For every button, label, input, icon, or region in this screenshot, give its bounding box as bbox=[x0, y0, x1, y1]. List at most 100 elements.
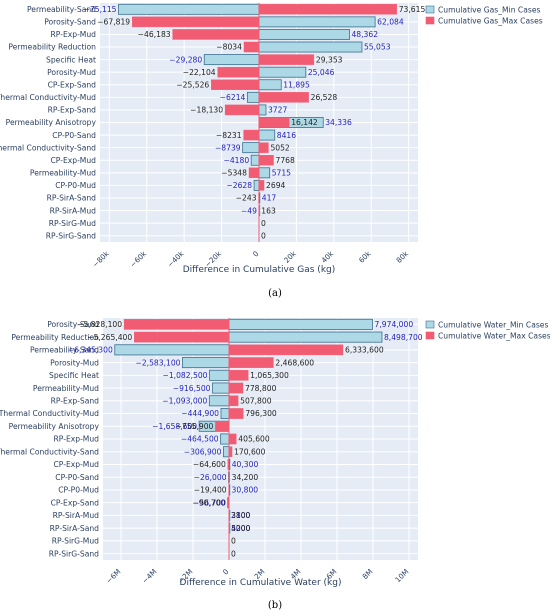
value-label-max: 3800 bbox=[231, 511, 250, 520]
bar-max-b bbox=[215, 420, 230, 432]
bar-max-a bbox=[258, 117, 290, 128]
x-tick-label: 10M bbox=[393, 567, 410, 584]
bar-min-a bbox=[203, 54, 260, 66]
chart-panel-a: −80k −60k −40k −20k 0 20k 40k 60k 80kPermeabilit… bbox=[0, 3, 543, 299]
category-label: RP-Exp-Mud bbox=[54, 435, 100, 444]
x-tick-label: −80k bbox=[91, 248, 112, 269]
bar-max-a bbox=[258, 180, 265, 191]
bar-min-a bbox=[258, 29, 350, 40]
category-label: Permeability Reduction bbox=[11, 333, 99, 342]
bar-min-b bbox=[228, 318, 373, 330]
category-label: Porosity-Mud bbox=[47, 68, 96, 77]
bar-max-b bbox=[228, 433, 237, 445]
category-label: Permeability Anisotropy bbox=[9, 422, 100, 431]
value-label-min: 2100 bbox=[231, 511, 250, 520]
x-axis-title: Difference in Cumulative Water (kg) bbox=[180, 578, 342, 588]
category-label: Thermal Conductivity-Mud bbox=[0, 409, 99, 418]
value-label-max: 16,142 bbox=[291, 118, 318, 127]
bar-min-a bbox=[258, 129, 276, 141]
value-label-max: −5348 bbox=[221, 169, 247, 178]
category-label: RP-Exp-Mud bbox=[51, 30, 97, 39]
category-label: CP-Exp-Sand bbox=[48, 80, 97, 89]
x-axis-title: Difference in Cumulative Gas (kg) bbox=[183, 265, 336, 275]
value-label-max: 2,468,600 bbox=[275, 358, 314, 367]
value-label-max: −46,183 bbox=[138, 30, 171, 39]
category-label: RP-SirG-Mud bbox=[52, 537, 99, 546]
x-tick-label: 0 bbox=[221, 567, 231, 577]
value-label-max: 0 bbox=[231, 537, 236, 546]
bar-min-a bbox=[253, 179, 260, 191]
bar-max-b bbox=[228, 395, 239, 407]
bar-min-a bbox=[258, 167, 271, 179]
category-label: Permeability-Sand bbox=[27, 5, 96, 14]
x-tick-label: 60k bbox=[357, 248, 373, 264]
legend-swatch bbox=[425, 331, 435, 340]
x-tick-label: 40k bbox=[319, 248, 335, 264]
category-label: RP-SirG-Sand bbox=[49, 549, 99, 558]
panel-label: (b) bbox=[268, 600, 282, 611]
value-label-max: 405,600 bbox=[238, 435, 270, 444]
bar-max-a bbox=[217, 66, 260, 78]
bar-max-a bbox=[243, 41, 260, 53]
value-label-max: −243 bbox=[236, 194, 257, 203]
value-label-max: −8034 bbox=[216, 43, 242, 52]
value-label-min: −916,500 bbox=[173, 384, 211, 393]
value-label-max: 0 bbox=[261, 219, 266, 228]
legend-swatch bbox=[425, 320, 435, 329]
bar-max-b bbox=[123, 319, 230, 330]
value-label-min: −29,280 bbox=[169, 55, 202, 64]
legend-swatch bbox=[425, 5, 435, 14]
value-label-max: 6,333,600 bbox=[345, 346, 384, 355]
legend-swatch bbox=[425, 16, 435, 25]
bar-max-a bbox=[258, 4, 397, 15]
category-label: CP-P0-Mud bbox=[55, 181, 96, 190]
value-label-min: 30,800 bbox=[232, 486, 259, 495]
bar-min-b bbox=[228, 331, 383, 343]
category-label: RP-Exp-Sand bbox=[51, 396, 100, 405]
bar-max-b bbox=[228, 382, 244, 394]
bar-min-b bbox=[209, 369, 230, 381]
category-label: RP-Exp-Sand bbox=[48, 106, 97, 115]
category-label: CP-P0-Mud bbox=[58, 486, 99, 495]
value-label-max: 0 bbox=[231, 549, 236, 558]
value-label-max: −22,104 bbox=[183, 68, 216, 77]
panel-label: (a) bbox=[268, 288, 282, 299]
value-label-min: −306,900 bbox=[184, 447, 222, 456]
bar-max-b bbox=[228, 370, 249, 381]
value-label-max: 0 bbox=[261, 231, 266, 240]
bar-max-a bbox=[248, 167, 260, 179]
value-label-min: 3727 bbox=[268, 106, 287, 115]
bar-max-b bbox=[228, 357, 274, 368]
category-label: Permeability-Mud bbox=[30, 169, 96, 178]
value-label-min: 7,974,000 bbox=[375, 320, 414, 329]
bar-min-a bbox=[242, 142, 260, 154]
bar-min-a bbox=[258, 41, 363, 53]
legend-label: Cumulative Gas_Min Cases bbox=[438, 5, 541, 14]
value-label-max: −19,400 bbox=[194, 486, 227, 495]
bar-min-a bbox=[250, 154, 260, 166]
value-label-min: −6,345,300 bbox=[68, 346, 113, 355]
value-label-max: 170,600 bbox=[234, 447, 266, 456]
value-label-min: −4180 bbox=[223, 156, 249, 165]
value-label-min: 25,046 bbox=[308, 68, 335, 77]
value-label-max: −18,130 bbox=[190, 106, 223, 115]
bar-max-b bbox=[228, 408, 244, 419]
value-label-min: −1,082,500 bbox=[162, 371, 207, 380]
value-label-min: 8,498,700 bbox=[384, 333, 423, 342]
category-label: Specific Heat bbox=[46, 55, 96, 64]
category-label: RP-SirG-Sand bbox=[46, 231, 96, 240]
chart-panel-b: −6M −4M −2M 0 2M 4M 6M 8M 10MPorosity-SandPermea… bbox=[0, 318, 550, 611]
value-label-max: 2694 bbox=[266, 181, 285, 190]
value-label-min: −6214 bbox=[220, 93, 246, 102]
bar-min-a bbox=[258, 16, 376, 28]
value-label-max: −5,265,400 bbox=[87, 333, 132, 342]
category-label: Specific Heat bbox=[49, 371, 99, 380]
bar-min-a bbox=[246, 91, 260, 103]
value-label-min: −444,900 bbox=[181, 409, 219, 418]
value-label-min: 62,084 bbox=[377, 18, 404, 27]
bar-min-b bbox=[223, 446, 230, 458]
value-label-min: 40,300 bbox=[232, 460, 259, 469]
value-label-max: 26,528 bbox=[311, 93, 338, 102]
value-label-min: −1,658,600 bbox=[152, 422, 197, 431]
